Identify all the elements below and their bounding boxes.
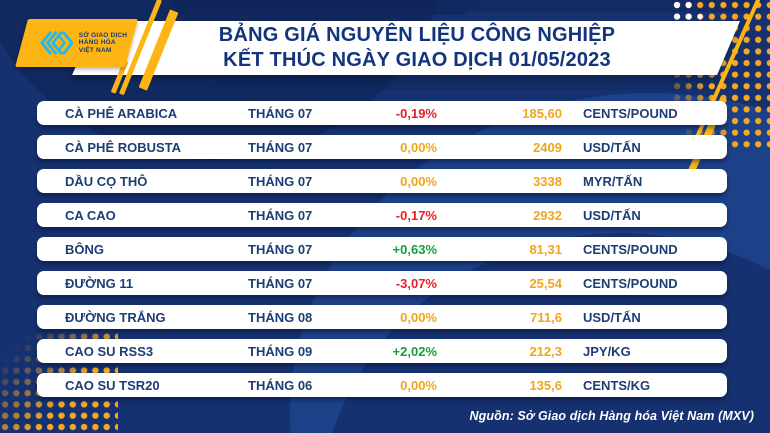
price-table: CÀ PHÊ ARABICA THÁNG 07 -0,19% 185,60 CENTS/… xyxy=(37,101,727,397)
change-percent: +0,63% xyxy=(392,241,437,257)
logo-line-2: HÀNG HÓA xyxy=(78,39,116,47)
contract-month: THÁNG 07 xyxy=(248,241,313,257)
price-unit: MYR/TẤN xyxy=(583,173,643,189)
contract-month: THÁNG 07 xyxy=(248,105,313,121)
change-percent: 0,00% xyxy=(400,377,437,393)
contract-month: THÁNG 07 xyxy=(248,173,313,189)
table-row: ĐƯỜNG TRẮNG THÁNG 08 0,00% 711,6 USD/TẤN xyxy=(37,305,727,329)
price-unit: USD/TẤN xyxy=(583,139,641,155)
price-value: 711,6 xyxy=(530,309,562,325)
price-value: 2409 xyxy=(533,139,562,155)
table-row: CÀ PHÊ ARABICA THÁNG 07 -0,19% 185,60 CENTS/… xyxy=(37,101,727,125)
logo-line-3: VIỆT NAM xyxy=(78,46,112,54)
title-line-2: KẾT THÚC NGÀY GIAO DỊCH 01/05/2023 xyxy=(223,49,611,71)
table-row: CAO SU RSS3 THÁNG 09 +2,02% 212,3 JPY/KG xyxy=(37,339,727,363)
price-value: 185,60 xyxy=(522,105,562,121)
price-unit: USD/TẤN xyxy=(583,309,641,325)
page-title: BẢNG GIÁ NGUYÊN LIỆU CÔNG NGHIỆP KẾT THÚ… xyxy=(117,23,717,73)
price-unit: USD/TẤN xyxy=(583,207,641,223)
commodity-name: CA CAO xyxy=(65,207,116,223)
commodity-name: CAO SU TSR20 xyxy=(65,377,160,393)
table-row: DẦU CỌ THÔ THÁNG 07 0,00% 3338 MYR/TẤN xyxy=(37,169,727,193)
change-percent: 0,00% xyxy=(400,139,437,155)
contract-month: THÁNG 07 xyxy=(248,139,313,155)
table-row: CÀ PHÊ ROBUSTA THÁNG 07 0,00% 2409 USD/TẤN xyxy=(37,135,727,159)
price-value: 2932 xyxy=(533,207,562,223)
commodity-name: BÔNG xyxy=(65,241,104,257)
change-percent: -0,17% xyxy=(395,207,437,223)
commodity-name: CÀ PHÊ ARABICA xyxy=(65,105,178,121)
contract-month: THÁNG 06 xyxy=(248,377,313,393)
price-value: 212,3 xyxy=(529,343,562,359)
price-unit: JPY/KG xyxy=(583,343,631,359)
price-unit: CENTS/KG xyxy=(583,377,651,393)
source-credit: Nguồn: Sở Giao dịch Hàng hóa Việt Nam (M… xyxy=(469,409,754,423)
contract-month: THÁNG 07 xyxy=(248,207,313,223)
commodity-name: ĐƯỜNG TRẮNG xyxy=(65,309,166,325)
price-value: 81,31 xyxy=(529,241,562,257)
table-row: CAO SU TSR20 THÁNG 06 0,00% 135,6 CENTS/KG xyxy=(37,373,727,397)
price-value: 25,54 xyxy=(529,275,562,291)
mxv-logo-content: SỞ GIAO DỊCH HÀNG HÓA VIỆT NAM xyxy=(28,19,138,67)
change-percent: 0,00% xyxy=(400,309,437,325)
table-row: CA CAO THÁNG 07 -0,17% 2932 USD/TẤN xyxy=(37,203,727,227)
change-percent: -3,07% xyxy=(395,275,437,291)
price-unit: CENTS/POUND xyxy=(583,105,678,121)
contract-month: THÁNG 07 xyxy=(248,275,313,291)
price-value: 3338 xyxy=(533,173,562,189)
table-row: ĐƯỜNG 11 THÁNG 07 -3,07% 25,54 CENTS/POUND xyxy=(37,271,727,295)
change-percent: +2,02% xyxy=(392,343,437,359)
background-band xyxy=(163,0,477,15)
commodity-name: CÀ PHÊ ROBUSTA xyxy=(65,139,182,155)
mxv-logo: SỞ GIAO DỊCH HÀNG HÓA VIỆT NAM xyxy=(15,19,138,67)
contract-month: THÁNG 09 xyxy=(248,343,313,359)
background-band xyxy=(204,78,736,90)
change-percent: 0,00% xyxy=(400,173,437,189)
price-value: 135,6 xyxy=(529,377,562,393)
price-unit: CENTS/POUND xyxy=(583,241,678,257)
change-percent: -0,19% xyxy=(395,105,437,121)
price-unit: CENTS/POUND xyxy=(583,275,678,291)
commodity-name: CAO SU RSS3 xyxy=(65,343,154,359)
table-row: BÔNG THÁNG 07 +0,63% 81,31 CENTS/POUND xyxy=(37,237,727,261)
commodity-name: DẦU CỌ THÔ xyxy=(65,173,148,189)
contract-month: THÁNG 08 xyxy=(248,309,313,325)
mxv-chevron-icon xyxy=(39,30,74,56)
title-line-1: BẢNG GIÁ NGUYÊN LIỆU CÔNG NGHIỆP xyxy=(218,24,616,46)
commodity-name: ĐƯỜNG 11 xyxy=(65,275,134,291)
mxv-logo-text: SỞ GIAO DỊCH HÀNG HÓA VIỆT NAM xyxy=(79,32,127,55)
